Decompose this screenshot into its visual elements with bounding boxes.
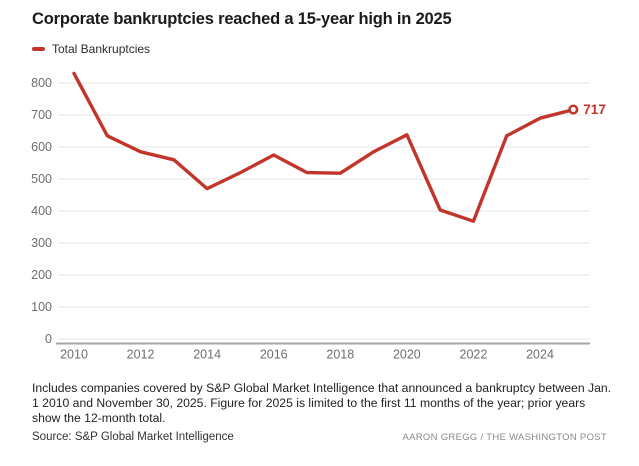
source-text: Source: S&P Global Market Intelligence — [32, 431, 234, 443]
x-tick-label-2010: 2010 — [60, 348, 88, 362]
chart-title: Corporate bankruptcies reached a 15-year… — [32, 10, 452, 28]
end-point-marker-icon — [568, 104, 579, 115]
y-tick-label-100: 100 — [31, 300, 52, 314]
x-tick-label-2016: 2016 — [260, 348, 288, 362]
footnote: Includes companies covered by S&P Global… — [32, 381, 612, 425]
credit-text: AARON GREGG / THE WASHINGTON POST — [402, 432, 607, 443]
x-tick-label-2024: 2024 — [526, 348, 554, 362]
x-tick-label-2022: 2022 — [460, 348, 488, 362]
y-tick-label-500: 500 — [31, 172, 52, 186]
bankruptcies-line-chart: 0 100 200 300 400 500 600 700 800 2010 2012 2014 201… — [31, 71, 606, 362]
legend-line-swatch-icon — [32, 47, 45, 51]
source-row: Source: S&P Global Market Intelligence A… — [32, 431, 607, 443]
total-bankruptcies-line — [72, 71, 575, 223]
y-tick-label-700: 700 — [31, 108, 52, 122]
y-tick-label-300: 300 — [31, 236, 52, 250]
y-tick-label-0: 0 — [45, 332, 52, 346]
x-tick-label-2020: 2020 — [393, 348, 421, 362]
legend: Total Bankruptcies — [32, 42, 150, 56]
legend-label: Total Bankruptcies — [52, 42, 151, 56]
y-tick-label-400: 400 — [31, 204, 52, 218]
y-tick-label-600: 600 — [31, 140, 52, 154]
x-tick-label-2018: 2018 — [326, 348, 354, 362]
x-tick-label-2012: 2012 — [127, 348, 155, 362]
x-tick-label-2014: 2014 — [193, 348, 221, 362]
end-value-label: 717 — [583, 102, 606, 117]
y-tick-label-200: 200 — [31, 268, 52, 282]
y-tick-label-800: 800 — [31, 76, 52, 90]
